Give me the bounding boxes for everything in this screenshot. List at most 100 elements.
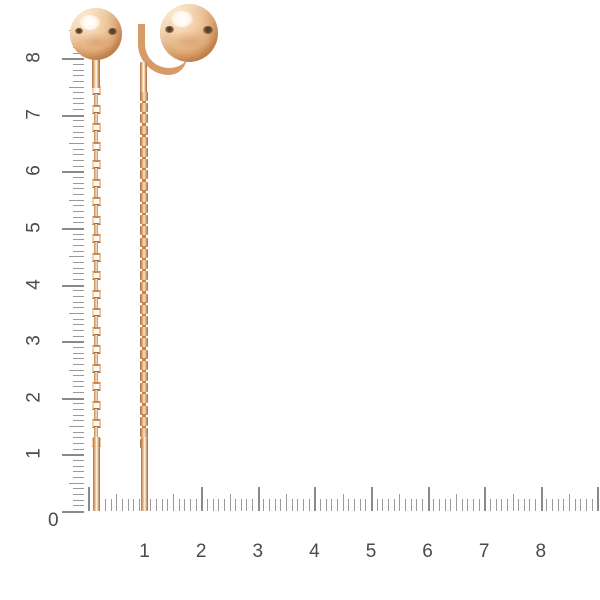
chain-link	[140, 360, 148, 370]
vertical-ruler-tick	[73, 126, 84, 128]
horizontal-ruler-tick	[303, 499, 305, 511]
vertical-ruler-tick	[73, 347, 84, 349]
vertical-ruler-tick	[73, 205, 84, 207]
chain-link-joint	[142, 100, 146, 104]
horizontal-ruler-tick	[224, 499, 226, 511]
vertical-ruler-tick	[73, 319, 84, 321]
chain-connector	[94, 149, 98, 161]
horizontal-ruler-tick	[450, 499, 452, 511]
horizontal-ruler-tick	[309, 499, 311, 511]
vertical-ruler-tick	[73, 364, 84, 366]
vertical-ruler-tick	[62, 58, 84, 60]
horizontal-ruler-tick	[382, 499, 384, 511]
vertical-ruler-tick	[73, 290, 84, 292]
chain-connector	[94, 242, 98, 254]
chain-link-joint	[142, 403, 146, 406]
chain-link-joint	[142, 257, 146, 261]
chain-link	[140, 159, 148, 169]
vertical-ruler-tick	[62, 228, 84, 230]
horizontal-ruler-tick	[422, 499, 424, 511]
horizontal-ruler-tick	[416, 499, 418, 511]
chain-connector	[94, 353, 98, 365]
vertical-ruler-label-6: 6	[23, 165, 45, 177]
vertical-ruler-tick	[73, 466, 84, 468]
chain-connector	[94, 297, 98, 309]
chain-connector	[94, 205, 98, 217]
vertical-ruler-tick	[73, 239, 84, 241]
vertical-ruler-tick	[73, 75, 84, 77]
chain-link-joint	[142, 425, 146, 429]
horizontal-ruler-tick	[439, 499, 441, 511]
vertical-ruler-tick	[69, 313, 84, 315]
horizontal-ruler-tick	[252, 499, 254, 511]
chain-connector	[94, 186, 98, 198]
horizontal-ruler-label-5: 5	[365, 541, 377, 562]
vertical-ruler-tick	[73, 324, 84, 326]
horizontal-ruler-tick	[529, 499, 531, 511]
horizontal-ruler-tick	[167, 499, 169, 511]
vertical-ruler-tick	[73, 432, 84, 434]
vertical-ruler-tick	[69, 200, 84, 202]
chain-link-joint	[142, 235, 146, 238]
vertical-ruler-tick	[73, 505, 84, 507]
horizontal-ruler-tick	[411, 499, 413, 511]
horizontal-ruler-tick	[496, 499, 498, 511]
vertical-ruler-tick	[73, 273, 84, 275]
chain-link	[140, 271, 148, 281]
chain-link-joint	[142, 145, 146, 149]
horizontal-ruler-tick	[490, 499, 492, 511]
horizontal-ruler-label-1: 1	[139, 541, 150, 562]
vertical-ruler-tick	[73, 330, 84, 332]
chain-link-joint	[142, 212, 146, 216]
vertical-ruler-tick	[69, 483, 84, 485]
chain-link	[140, 428, 148, 437]
right-earring-ball-specular-highlight	[171, 11, 193, 27]
chain-link	[140, 181, 148, 191]
horizontal-ruler-tick	[173, 494, 175, 511]
horizontal-ruler-tick	[314, 487, 316, 511]
chain-link-joint	[142, 168, 146, 171]
chain-link	[140, 282, 148, 292]
vertical-ruler-tick	[73, 183, 84, 185]
chain-link-joint	[142, 302, 146, 305]
chain-link	[140, 204, 148, 213]
chain-connector	[94, 223, 98, 235]
horizontal-ruler-tick	[286, 494, 288, 511]
horizontal-ruler-tick	[507, 499, 509, 511]
vertical-ruler-tick	[73, 353, 84, 355]
left-earring-ball-specular-highlight	[80, 15, 100, 30]
vertical-ruler-tick	[73, 234, 84, 236]
horizontal-ruler-tick	[563, 499, 565, 511]
vertical-ruler-tick	[69, 256, 84, 258]
chain-connector	[94, 316, 98, 328]
vertical-ruler-tick	[62, 454, 84, 456]
horizontal-ruler-tick	[428, 487, 430, 511]
chain-link-joint	[142, 190, 146, 193]
horizontal-ruler-tick	[105, 499, 107, 511]
vertical-ruler-tick	[73, 488, 84, 490]
chain-connector	[94, 390, 98, 402]
vertical-ruler-tick	[73, 494, 84, 496]
horizontal-ruler-tick	[513, 494, 515, 511]
horizontal-ruler-tick	[280, 499, 282, 511]
horizontal-ruler-tick	[326, 499, 328, 511]
vertical-ruler-tick	[73, 302, 84, 304]
horizontal-ruler-tick	[207, 499, 209, 511]
vertical-ruler-tick	[73, 154, 84, 156]
horizontal-ruler-tick	[377, 499, 379, 511]
horizontal-ruler-tick	[179, 499, 181, 511]
horizontal-ruler-tick	[213, 499, 215, 511]
vertical-ruler-tick	[73, 375, 84, 377]
horizontal-ruler-label-7: 7	[478, 541, 490, 562]
left-earring-end-bar	[93, 437, 100, 511]
chain-connector	[94, 260, 98, 272]
horizontal-ruler-tick	[433, 499, 435, 511]
chain-connector	[94, 334, 98, 346]
horizontal-ruler-tick	[162, 499, 164, 511]
chain-link-joint	[142, 313, 146, 317]
chain-connector	[94, 94, 98, 106]
horizontal-ruler-tick	[128, 499, 130, 511]
horizontal-ruler-tick	[337, 499, 339, 511]
chain-connector	[94, 168, 98, 180]
